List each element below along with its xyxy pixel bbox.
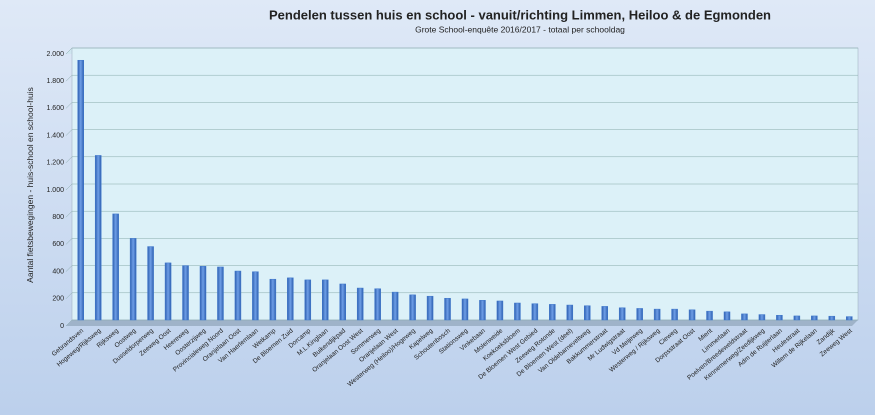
grid-line-wall (65, 183, 73, 191)
bar (234, 270, 242, 321)
bar (584, 305, 591, 321)
bar (182, 265, 189, 321)
bar (496, 300, 504, 321)
bar (129, 238, 137, 321)
y-tick-label: 1.200 (46, 160, 64, 167)
bar (409, 294, 416, 321)
bar (199, 266, 207, 321)
bar (758, 314, 766, 321)
grid-line-wall (65, 47, 73, 55)
bar (304, 279, 312, 321)
y-tick-label: 600 (52, 241, 64, 248)
bar (356, 287, 364, 321)
bar (94, 155, 102, 321)
y-tick-label: 400 (52, 268, 64, 275)
bar (322, 279, 329, 321)
bar (112, 213, 119, 321)
y-axis-label-box: Aantal fietsbewegingen - huis-school en … (25, 87, 35, 283)
bar (793, 315, 801, 321)
chart-title: Pendelen tussen huis en school - vanuit/… (269, 7, 771, 22)
grid-line-wall (65, 211, 73, 218)
bar (566, 304, 574, 321)
bar (374, 288, 381, 321)
grid-line-wall (65, 292, 73, 299)
bar (339, 283, 346, 321)
bar (671, 308, 678, 321)
chart-subtitle: Grote School-enquête 2016/2017 - totaal … (415, 24, 625, 34)
bar (479, 300, 486, 321)
y-tick-label: 0 (60, 323, 64, 330)
y-tick-label: 800 (52, 214, 64, 221)
bar (706, 310, 713, 321)
bar (776, 314, 783, 321)
bar (531, 303, 539, 321)
bar (269, 278, 277, 321)
grid-line-wall (65, 75, 73, 82)
y-tick-label: 1.000 (46, 187, 64, 194)
bar (461, 298, 469, 321)
bar (601, 306, 608, 321)
bar (811, 315, 818, 321)
bar (444, 297, 451, 321)
bar (77, 59, 84, 321)
bar (252, 271, 259, 321)
bar (741, 313, 748, 321)
y-axis-label: Aantal fietsbewegingen - huis-school en … (25, 87, 35, 283)
grid-line-wall (65, 129, 73, 136)
bar (846, 316, 853, 321)
bar (688, 309, 696, 321)
bar (549, 304, 556, 321)
plot-floor (66, 320, 858, 326)
bar (514, 302, 521, 321)
grid-line-wall (65, 238, 73, 245)
grid-line-wall (65, 265, 73, 272)
grid-line-wall (65, 102, 73, 109)
grid-line-wall (65, 319, 73, 327)
bar (828, 315, 836, 321)
bar (426, 295, 434, 321)
grid-line-wall (65, 156, 73, 163)
bar (217, 266, 224, 321)
y-tick-label: 2.000 (46, 51, 64, 58)
bar (287, 277, 294, 321)
bar (653, 308, 661, 321)
y-tick-label: 1.600 (46, 105, 64, 112)
y-tick-label: 1.800 (46, 78, 64, 85)
y-tick-label: 1.400 (46, 132, 64, 139)
bar (391, 291, 399, 321)
bar (723, 311, 731, 321)
bar (636, 308, 643, 321)
bar (618, 307, 626, 321)
bar (147, 246, 154, 321)
bar (164, 262, 172, 321)
y-tick-label: 200 (52, 296, 64, 303)
